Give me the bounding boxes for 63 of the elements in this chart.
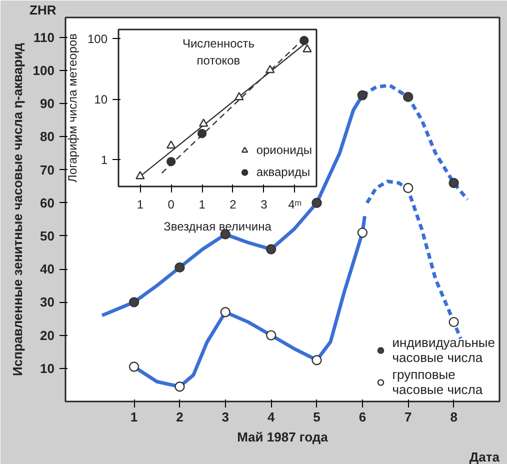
x-tick-label: 4ᵐ [288,198,302,212]
point [403,182,414,194]
text: Дата [469,450,500,464]
point [174,262,185,273]
x-tick-label: 2 [176,410,184,424]
y-axis-title: Логарифм числа метеоров [65,33,80,183]
point [302,44,312,52]
point [128,297,140,308]
legend-label: ориониды [256,142,312,158]
point [166,156,176,166]
point [403,92,414,102]
point [266,330,276,340]
x-tick-label: 3 [222,410,230,424]
x-tick-label: 8 [450,410,458,424]
x-tick-label: 5 [313,410,320,424]
point [166,140,176,149]
x-tick-label: 1 [136,198,144,212]
text: ZHR [30,2,57,18]
point [128,362,140,372]
point [448,316,459,328]
x-tick-label: 2 [230,198,237,212]
y-tick-label: 20 [40,328,55,343]
y-tick-label: 50 [40,228,55,244]
point [174,382,185,392]
y-tick-label: 100 [87,32,108,46]
point [300,36,309,46]
x-tick-label: 1 [198,198,206,212]
point [357,90,368,100]
legend-label: аквариды [256,164,310,180]
point [198,118,208,127]
x-tick-label: 6 [358,410,366,424]
x-tick-label: 1 [130,410,138,424]
x-axis-title: Звездная величина [164,220,272,234]
y-tick-label: 30 [40,294,55,310]
x-tick-label: 7 [404,410,412,424]
y-axis-title: Исправленные зенитные часовые числа η-акварид [10,42,25,376]
point [312,198,322,208]
y-tick-label: 100 [32,62,55,78]
y-tick-label: 90 [40,96,55,112]
point [266,244,276,254]
line-series [365,180,462,340]
y-tick-label: 110 [34,30,55,45]
x-tick-label: 0 [168,198,175,212]
point [265,64,275,74]
point [448,178,459,188]
point [312,355,322,366]
point [136,171,145,180]
point [234,92,244,100]
point [220,307,230,318]
y-tick-label: 10 [94,92,108,107]
y-tick-label: 60 [40,195,55,210]
x-tick-label: 3 [260,198,268,212]
x-tick-label: 4 [267,410,276,424]
y-tick-label: 40 [40,262,55,277]
y-tick-label: 70 [40,162,55,178]
text: Численность потоков [182,36,255,68]
point [197,128,207,138]
point [357,228,368,238]
legend-label: групповые часовые числа [392,367,483,397]
y-tick-label: 1 [100,153,108,168]
y-tick-label: 10 [40,360,55,376]
x-axis-title: Май 1987 года [237,430,329,444]
y-tick-label: 80 [40,129,55,144]
